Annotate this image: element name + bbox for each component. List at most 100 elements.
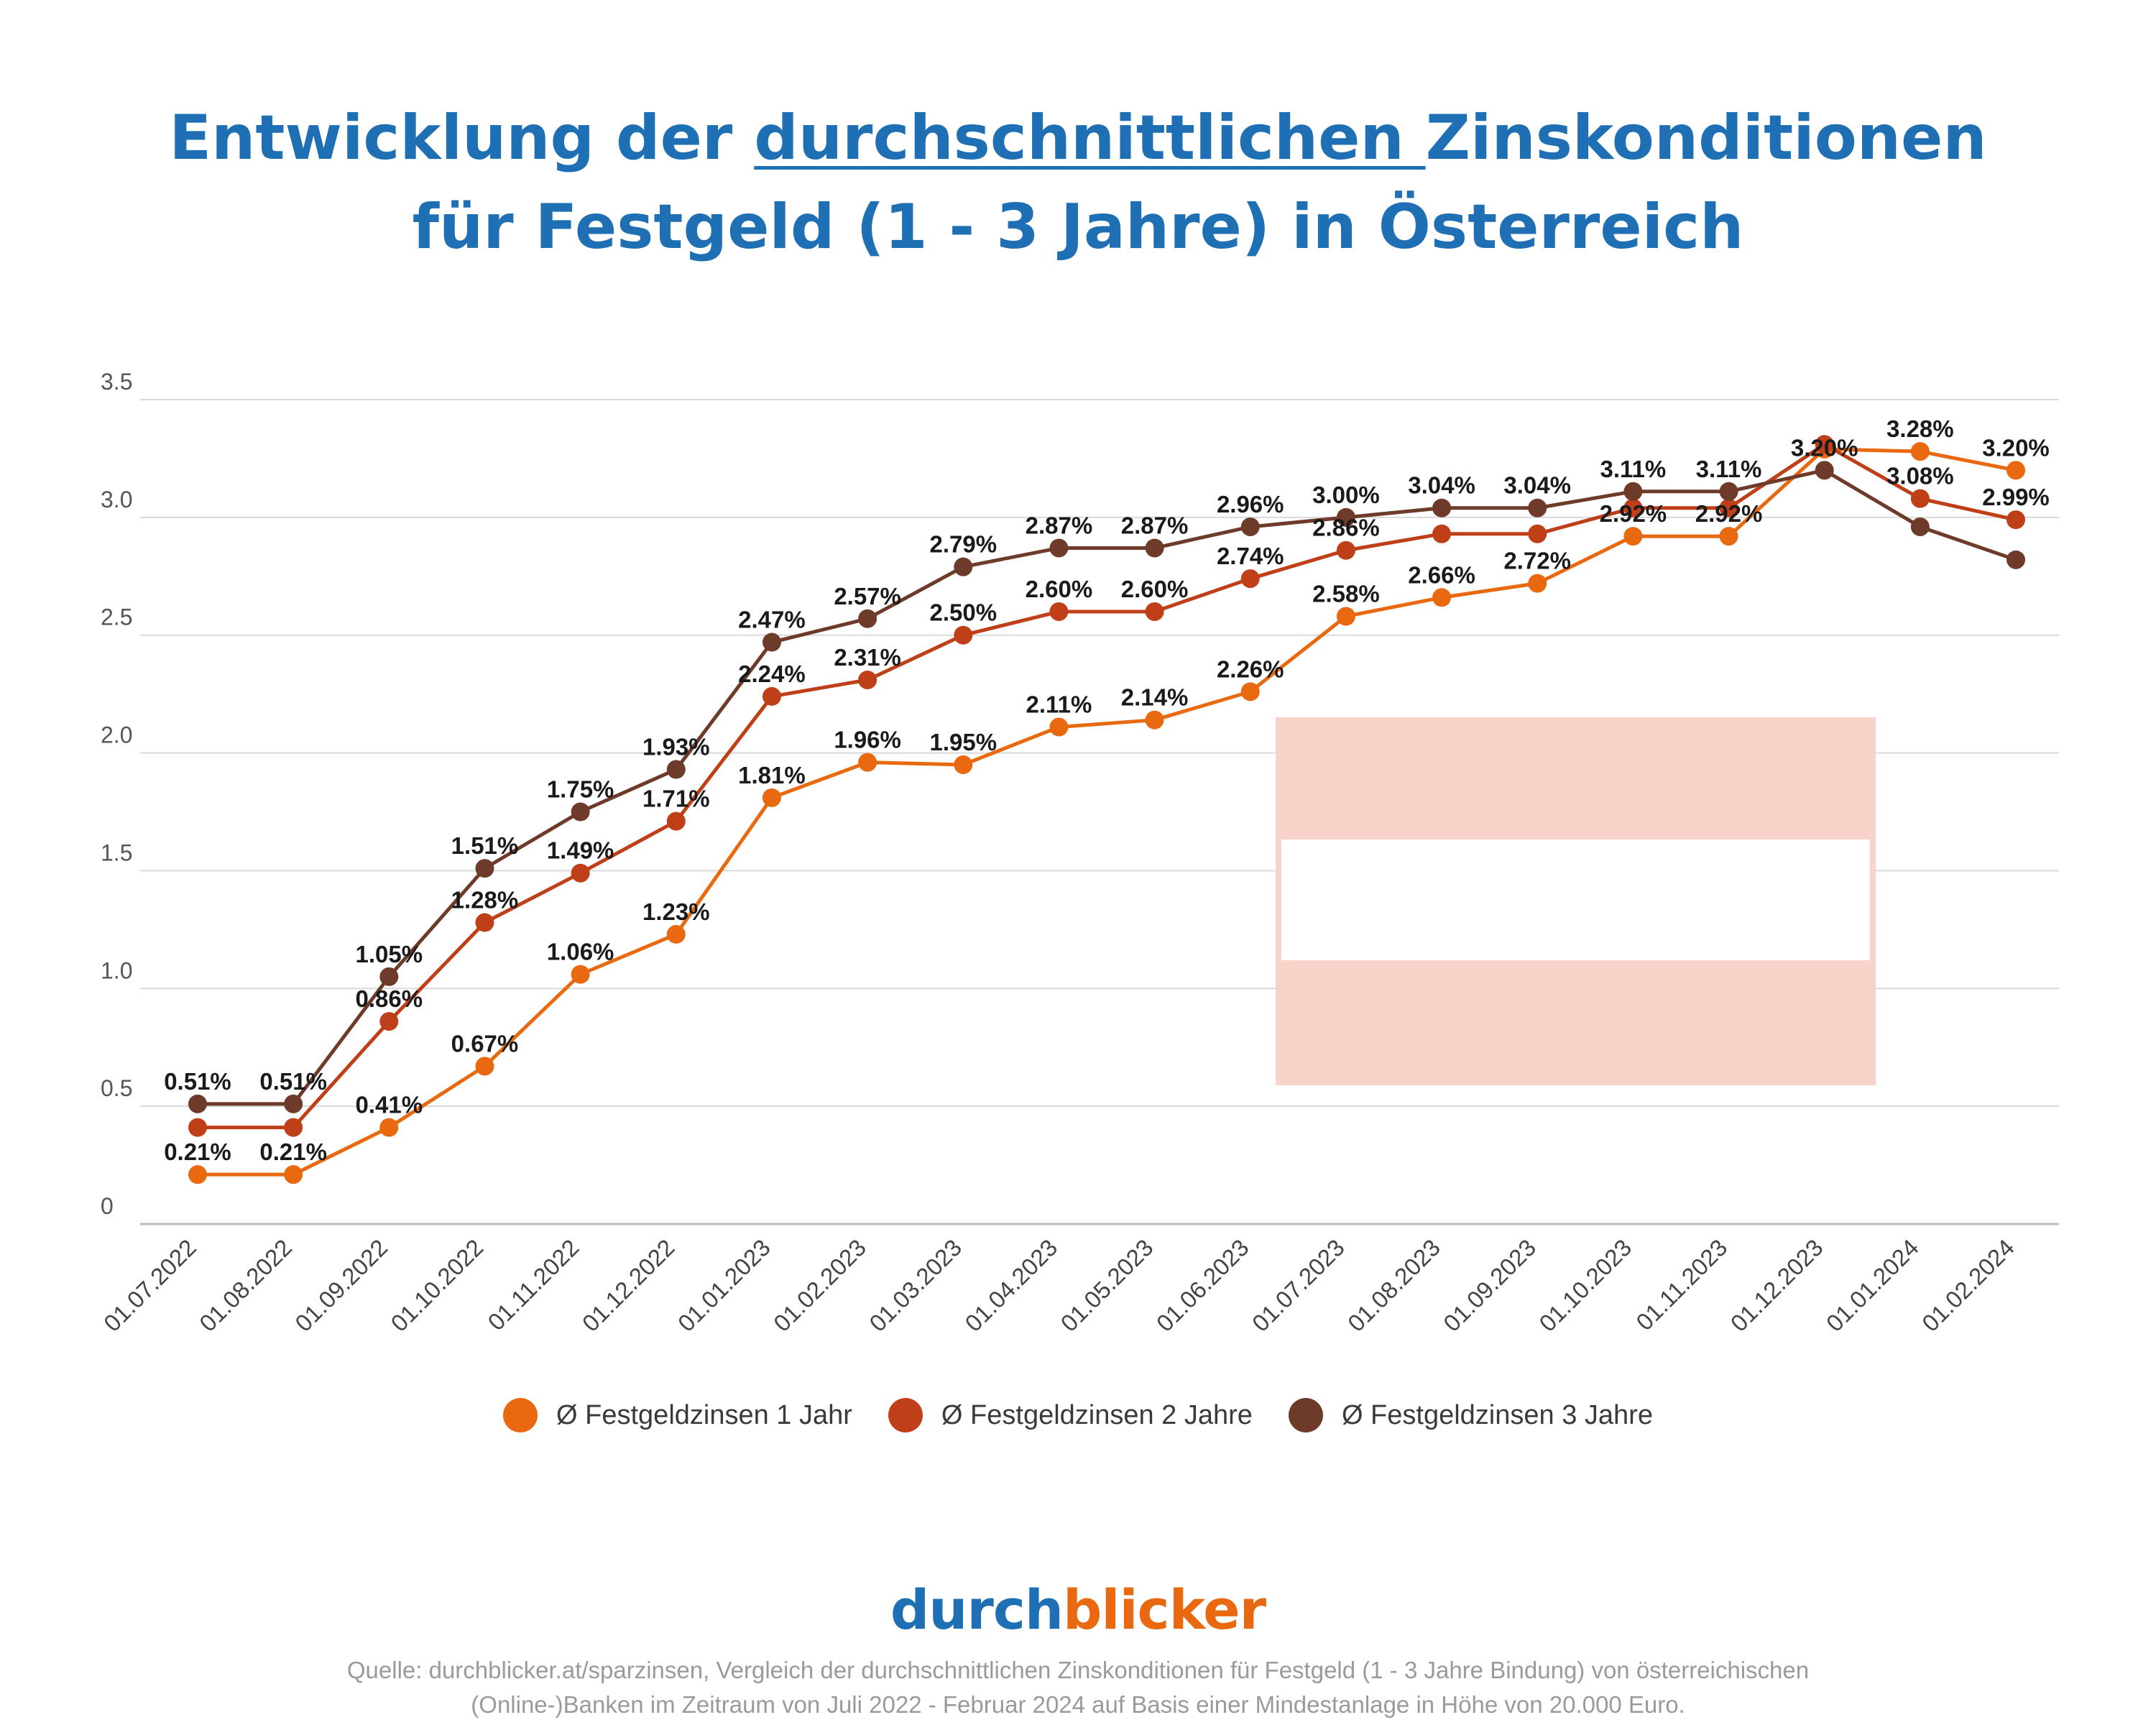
x-tick-label-5: 01.12.2022 xyxy=(577,1234,680,1337)
data-point-s2-7 xyxy=(858,670,877,689)
data-label-s2-6: 2.24% xyxy=(738,661,806,687)
data-label-s1-1: 0.21% xyxy=(259,1138,327,1165)
x-tick-label-13: 01.08.2023 xyxy=(1342,1234,1445,1337)
data-point-s1-16 xyxy=(1719,527,1738,546)
data-point-s1-9 xyxy=(1049,717,1069,737)
data-point-s3-18 xyxy=(1910,517,1930,536)
y-tick-label-1: 0.5 xyxy=(101,1075,132,1101)
legend-item-3-jahre: Ø Festgeldzinsen 3 Jahre xyxy=(1288,1398,1653,1432)
data-point-s3-17 xyxy=(1815,461,1834,480)
x-tick-label-6: 01.01.2023 xyxy=(673,1234,775,1337)
data-point-s1-2 xyxy=(379,1118,399,1137)
data-point-s2-5 xyxy=(666,811,686,831)
y-tick-label-5: 2.5 xyxy=(101,604,132,630)
x-tick-label-12: 01.07.2023 xyxy=(1247,1234,1350,1337)
data-point-s3-5 xyxy=(666,760,686,779)
durchblicker-logo: durchblicker xyxy=(890,1578,1266,1642)
data-label-s2-19: 2.99% xyxy=(1982,484,2050,510)
data-point-s3-2 xyxy=(379,967,399,986)
data-label-s1-19: 3.20% xyxy=(1982,434,2050,461)
x-tick-label-14: 01.09.2023 xyxy=(1438,1234,1541,1337)
data-point-s1-1 xyxy=(284,1165,303,1184)
data-label-s1-12: 2.58% xyxy=(1312,580,1380,607)
data-label-s3-15: 3.11% xyxy=(1600,456,1666,482)
data-point-s3-1 xyxy=(284,1094,303,1113)
x-tick-label-4: 01.11.2022 xyxy=(482,1234,584,1335)
y-tick-label-0: 0 xyxy=(101,1193,114,1219)
chart-legend: Ø Festgeldzinsen 1 Jahr Ø Festgeldzinsen… xyxy=(0,1398,2156,1432)
x-tick-label-16: 01.11.2023 xyxy=(1631,1234,1732,1335)
data-point-s2-1 xyxy=(284,1118,303,1137)
data-label-s3-1: 0.51% xyxy=(259,1068,327,1095)
data-label-s3-13: 3.04% xyxy=(1408,472,1475,499)
data-point-s2-9 xyxy=(1049,602,1069,621)
data-point-s3-14 xyxy=(1528,498,1547,518)
data-label-s3-14: 3.04% xyxy=(1503,472,1571,499)
y-tick-label-7: 3.5 xyxy=(101,369,132,395)
flag-white-band xyxy=(1281,840,1870,960)
data-label-s1-13: 2.66% xyxy=(1408,561,1475,588)
data-point-s2-16 xyxy=(1719,498,1738,518)
data-label-s3-6: 2.47% xyxy=(738,607,806,633)
legend-label-3-jahre: Ø Festgeldzinsen 3 Jahre xyxy=(1341,1399,1653,1430)
x-tick-label-15: 01.10.2023 xyxy=(1534,1234,1636,1337)
data-label-s1-6: 1.81% xyxy=(738,762,806,788)
data-label-s2-10: 2.60% xyxy=(1121,576,1189,602)
legend-item-1-jahr: Ø Festgeldzinsen 1 Jahr xyxy=(503,1398,852,1432)
data-point-s2-13 xyxy=(1432,524,1452,543)
data-label-s3-2: 1.05% xyxy=(356,941,423,967)
data-label-s1-0: 0.21% xyxy=(164,1138,231,1165)
data-point-s1-11 xyxy=(1240,682,1260,702)
data-point-s3-11 xyxy=(1240,517,1260,536)
legend-marker-2-jahre xyxy=(888,1398,923,1432)
data-point-s1-7 xyxy=(858,753,877,772)
data-label-s2-5: 1.71% xyxy=(642,786,710,812)
data-label-s2-18: 3.08% xyxy=(1886,463,1954,489)
data-point-s2-6 xyxy=(762,686,781,706)
legend-item-2-jahre: Ø Festgeldzinsen 2 Jahre xyxy=(888,1398,1253,1432)
data-label-s1-3: 0.67% xyxy=(451,1030,519,1057)
data-label-s2-11: 2.74% xyxy=(1217,543,1284,569)
title-line-1: Entwicklung der durchschnittlichen Zinsk… xyxy=(169,102,1987,174)
y-tick-label-4: 2.0 xyxy=(101,722,132,748)
data-point-s1-5 xyxy=(666,924,686,944)
data-label-s1-9: 2.11% xyxy=(1026,691,1092,718)
x-tick-label-18: 01.01.2024 xyxy=(1821,1234,1924,1337)
y-tick-label-6: 3.0 xyxy=(101,487,132,512)
data-point-s3-15 xyxy=(1623,482,1643,501)
data-point-s3-19 xyxy=(2007,550,2025,569)
data-point-s3-6 xyxy=(762,632,781,652)
data-label-s3-4: 1.75% xyxy=(547,776,614,803)
data-label-s2-4: 1.49% xyxy=(547,837,614,864)
x-tick-label-1: 01.08.2022 xyxy=(194,1234,297,1337)
data-point-s1-6 xyxy=(762,788,781,807)
legend-marker-3-jahre xyxy=(1288,1398,1323,1432)
data-point-s2-18 xyxy=(1910,489,1930,508)
data-point-s3-3 xyxy=(475,859,494,878)
source-note: Quelle: durchblicker.at/sparzinsen, Verg… xyxy=(346,1657,1810,1718)
data-label-s3-8: 2.79% xyxy=(929,531,997,558)
data-point-s1-12 xyxy=(1336,607,1355,626)
data-label-s1-15: 2.92% xyxy=(1600,500,1667,527)
data-point-s2-4 xyxy=(571,863,590,883)
x-tick-label-2: 01.09.2022 xyxy=(290,1234,392,1337)
x-tick-label-0: 01.07.2022 xyxy=(98,1234,201,1337)
data-label-s3-9: 2.87% xyxy=(1026,512,1093,538)
data-point-s1-14 xyxy=(1528,574,1547,593)
data-point-s1-13 xyxy=(1432,588,1452,607)
data-point-s1-0 xyxy=(188,1165,207,1184)
data-label-s3-3: 1.51% xyxy=(451,832,519,859)
data-label-s3-17: 3.20% xyxy=(1791,434,1858,461)
x-tick-label-19: 01.02.2024 xyxy=(1917,1234,2019,1337)
data-label-s2-12: 2.86% xyxy=(1312,515,1380,541)
x-tick-label-17: 01.12.2023 xyxy=(1726,1234,1828,1337)
data-point-s3-13 xyxy=(1432,498,1452,518)
data-point-s3-12 xyxy=(1336,507,1355,527)
data-point-s2-11 xyxy=(1240,569,1260,589)
x-tick-label-9: 01.04.2023 xyxy=(959,1234,1062,1337)
data-point-s3-10 xyxy=(1145,538,1164,558)
data-point-s2-3 xyxy=(475,913,494,932)
data-label-s1-5: 1.23% xyxy=(642,898,710,925)
series-line-1 xyxy=(198,447,2017,1177)
